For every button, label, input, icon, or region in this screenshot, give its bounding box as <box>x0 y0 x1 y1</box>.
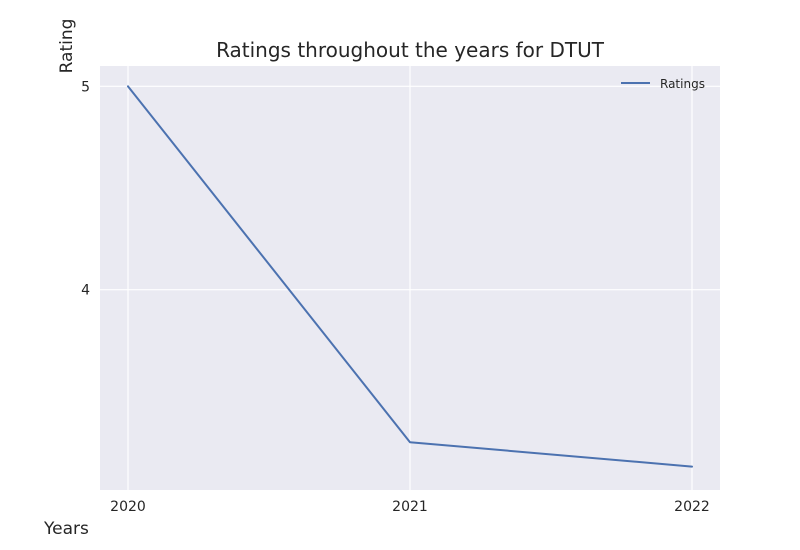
grid-lines <box>100 66 720 490</box>
x-tick-label: 2021 <box>392 499 428 515</box>
y-tick-label: 4 <box>81 283 90 299</box>
chart-title: Ratings throughout the years for DTUT <box>216 38 605 62</box>
y-tick-label: 5 <box>81 79 90 95</box>
legend-label-ratings: Ratings <box>660 77 705 91</box>
x-tick-labels: 2020 2021 2022 <box>110 499 710 515</box>
x-axis-label: Years <box>43 519 89 539</box>
x-tick-label: 2020 <box>110 499 146 515</box>
y-tick-labels: 45 <box>81 79 90 298</box>
x-tick-label: 2022 <box>674 499 710 515</box>
y-axis-label: Rating <box>57 19 77 74</box>
series-line-ratings <box>127 85 693 468</box>
legend: Ratings <box>621 77 705 91</box>
